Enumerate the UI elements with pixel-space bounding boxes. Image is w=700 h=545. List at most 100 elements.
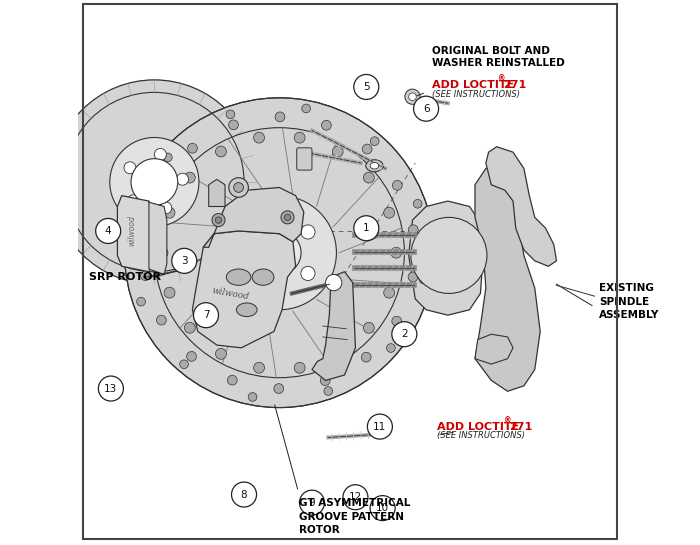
Text: 13: 13 [104, 384, 118, 393]
Circle shape [413, 199, 422, 208]
Circle shape [193, 302, 218, 328]
Circle shape [343, 485, 368, 510]
Text: GT ASYMMETRICAL
GROOVE PATTERN
ROTOR: GT ASYMMETRICAL GROOVE PATTERN ROTOR [300, 498, 411, 535]
Circle shape [326, 275, 342, 290]
Circle shape [52, 80, 256, 284]
Circle shape [332, 348, 343, 359]
Text: 9: 9 [309, 498, 315, 508]
Circle shape [157, 179, 167, 189]
Circle shape [294, 132, 305, 143]
Circle shape [386, 344, 395, 353]
Circle shape [228, 376, 237, 385]
Circle shape [96, 219, 120, 244]
Polygon shape [409, 201, 483, 315]
Circle shape [164, 287, 175, 298]
Circle shape [127, 195, 139, 207]
Circle shape [110, 137, 199, 227]
Polygon shape [203, 187, 304, 247]
Text: 11: 11 [373, 422, 386, 432]
Text: 8: 8 [241, 489, 247, 500]
Circle shape [411, 217, 487, 293]
Text: 4: 4 [105, 226, 111, 236]
Circle shape [172, 249, 197, 274]
Circle shape [363, 322, 374, 333]
Circle shape [414, 96, 439, 121]
Circle shape [216, 348, 226, 359]
Circle shape [155, 148, 167, 160]
Text: ®: ® [504, 417, 511, 426]
Text: ADD LOCTITE: ADD LOCTITE [437, 422, 519, 432]
Circle shape [99, 376, 123, 401]
Circle shape [281, 211, 294, 224]
Circle shape [157, 315, 167, 325]
Circle shape [232, 482, 256, 507]
Circle shape [184, 322, 195, 333]
Circle shape [370, 137, 379, 146]
Circle shape [258, 231, 301, 275]
Circle shape [131, 159, 178, 205]
Circle shape [187, 352, 197, 361]
Circle shape [392, 316, 402, 326]
Circle shape [234, 183, 244, 192]
Circle shape [248, 392, 257, 401]
Polygon shape [475, 334, 513, 364]
Circle shape [157, 247, 168, 258]
Circle shape [237, 246, 251, 260]
Circle shape [261, 212, 276, 226]
Ellipse shape [366, 160, 383, 172]
Circle shape [253, 362, 265, 373]
Text: (SEE INSTRUCTIONS): (SEE INSTRUCTIONS) [431, 90, 519, 99]
Circle shape [384, 207, 395, 218]
Polygon shape [312, 272, 356, 380]
Circle shape [363, 144, 372, 154]
Text: ORIGINAL BOLT AND
WASHER REINSTALLED: ORIGINAL BOLT AND WASHER REINSTALLED [431, 46, 564, 68]
Text: 271: 271 [509, 422, 532, 432]
Circle shape [184, 172, 195, 183]
Circle shape [141, 271, 150, 281]
Text: ADD LOCTITE: ADD LOCTITE [431, 81, 514, 90]
Circle shape [368, 414, 393, 439]
Circle shape [332, 146, 343, 157]
Circle shape [354, 75, 379, 99]
Circle shape [392, 322, 416, 347]
FancyBboxPatch shape [297, 148, 312, 170]
Ellipse shape [252, 269, 274, 285]
Circle shape [408, 272, 418, 282]
Circle shape [253, 132, 265, 143]
Circle shape [212, 214, 225, 227]
Circle shape [384, 287, 395, 298]
Circle shape [302, 104, 311, 113]
Polygon shape [209, 179, 225, 207]
Circle shape [301, 267, 315, 281]
Circle shape [324, 386, 332, 395]
Circle shape [136, 297, 146, 306]
Circle shape [261, 279, 276, 293]
Text: 2: 2 [401, 329, 407, 339]
Circle shape [164, 207, 175, 218]
Text: 10: 10 [376, 503, 389, 513]
Polygon shape [149, 202, 167, 275]
Circle shape [405, 89, 420, 104]
Circle shape [419, 275, 428, 284]
Circle shape [229, 120, 239, 130]
Circle shape [354, 216, 379, 241]
Circle shape [125, 98, 434, 408]
Circle shape [274, 384, 284, 393]
Circle shape [284, 214, 290, 221]
Circle shape [180, 360, 188, 368]
Circle shape [301, 225, 315, 239]
Text: ®: ® [498, 75, 506, 83]
Text: 6: 6 [423, 104, 429, 114]
Circle shape [124, 162, 136, 174]
Polygon shape [486, 147, 556, 267]
Circle shape [141, 223, 150, 233]
Text: 7: 7 [203, 310, 209, 320]
Circle shape [216, 146, 226, 157]
Text: 12: 12 [349, 492, 362, 502]
Circle shape [321, 120, 331, 130]
Circle shape [223, 196, 337, 310]
Text: 3: 3 [181, 256, 188, 266]
Circle shape [160, 202, 172, 214]
Circle shape [370, 495, 395, 520]
Circle shape [131, 222, 139, 230]
